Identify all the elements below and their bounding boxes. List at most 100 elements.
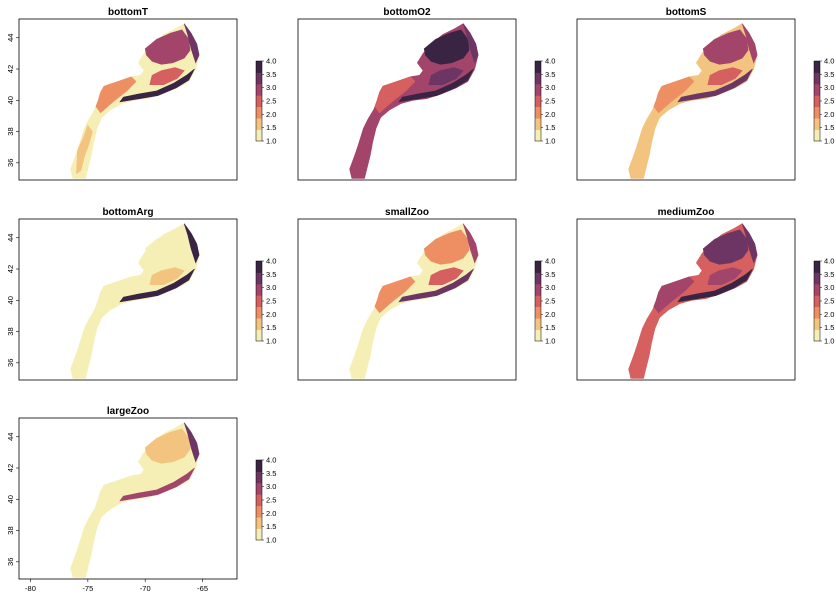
slope-region (119, 467, 195, 502)
legend-tick-label: 3.5 (824, 270, 834, 279)
legend-colorbar: 1.0 1.5 2.0 2.5 3.0 3.5 4.0 (255, 57, 276, 146)
legend-tick-label: 1.0 (266, 536, 276, 545)
legend-swatch (256, 118, 262, 130)
legend-tick-label: 1.0 (545, 137, 555, 146)
georges-bank-region (428, 67, 464, 85)
legend-tick-label: 3.0 (266, 283, 276, 292)
map-panel-1: bottomT 36 38 40 42 44 1.0 1.5 2.0 2.5 3.0 3.5 4.0 (6, 7, 276, 181)
legend-swatch (535, 261, 541, 273)
legend-tick-label: 3.5 (266, 270, 276, 279)
legend-tick-label: 2.5 (824, 297, 834, 306)
legend-tick-label: 4.0 (266, 257, 276, 266)
legend-swatch (256, 517, 262, 529)
southern-shelf-region (76, 324, 93, 375)
x-tick-label: -75 (82, 584, 93, 593)
legend-swatch (814, 106, 820, 119)
legend-swatch (814, 295, 820, 308)
legend-tick-label: 3.0 (824, 83, 834, 92)
legend-swatch (256, 95, 262, 108)
legend-tick-label: 3.5 (545, 270, 555, 279)
legend-tick-label: 1.5 (266, 522, 276, 531)
legend-tick-label: 3.0 (545, 83, 555, 92)
map-panel-6: mediumZoo 1.0 1.5 2.0 2.5 3.0 3.5 4.0 (576, 207, 834, 381)
legend-swatch (814, 83, 820, 96)
legend-swatch (814, 95, 820, 108)
y-tick-label: 36 (6, 359, 15, 367)
legend-swatch (256, 283, 262, 296)
georges-bank-region (149, 267, 185, 286)
legend-colorbar: 1.0 1.5 2.0 2.5 3.0 3.5 4.0 (255, 456, 276, 545)
y-tick-label: 42 (6, 464, 15, 472)
southern-shelf-region (355, 324, 372, 375)
panel-frame (297, 18, 517, 181)
legend-tick-label: 1.5 (266, 123, 276, 132)
gulf-of-maine-region (702, 229, 749, 265)
y-tick-label: 42 (6, 65, 15, 73)
slope-region (119, 268, 195, 303)
legend-colorbar: 1.0 1.5 2.0 2.5 3.0 3.5 4.0 (255, 257, 276, 346)
map-panel-5: smallZoo 1.0 1.5 2.0 2.5 3.0 3.5 4.0 (297, 207, 555, 381)
legend-tick-label: 1.5 (545, 323, 555, 332)
legend-swatch (814, 283, 820, 296)
southern-shelf-region (634, 324, 651, 375)
legend-swatch (535, 272, 541, 285)
legend-tick-label: 2.0 (266, 310, 276, 319)
panel-frame (297, 218, 517, 381)
legend-tick-label: 3.5 (824, 70, 834, 79)
legend-tick-label: 3.5 (266, 70, 276, 79)
legend-tick-label: 3.0 (545, 283, 555, 292)
legend-swatch (256, 318, 262, 330)
legend-swatch (256, 129, 262, 142)
legend-swatch (535, 118, 541, 130)
gulf-of-maine-region (144, 229, 191, 265)
scotian-shelf-region (462, 23, 479, 64)
legend-colorbar: 1.0 1.5 2.0 2.5 3.0 3.5 4.0 (534, 257, 555, 346)
legend-tick-label: 2.0 (545, 110, 555, 119)
y-tick-label: 40 (6, 296, 15, 304)
legend-swatch (535, 329, 541, 342)
y-tick-label: 40 (6, 96, 15, 104)
legend-swatch (256, 460, 262, 472)
legend-tick-label: 1.5 (545, 123, 555, 132)
legend-tick-label: 2.5 (266, 297, 276, 306)
y-tick-label: 36 (6, 159, 15, 167)
legend-tick-label: 1.0 (266, 337, 276, 346)
legend-swatch (256, 505, 262, 518)
scotian-shelf-region (462, 223, 479, 264)
legend-swatch (256, 306, 262, 319)
legend-swatch (535, 72, 541, 85)
legend-swatch (814, 72, 820, 85)
legend-tick-label: 3.0 (824, 283, 834, 292)
nearshore-region (653, 76, 695, 114)
map-panel-2: bottomO2 1.0 1.5 2.0 2.5 3.0 3.5 4.0 (297, 7, 555, 181)
x-tick-label: -65 (197, 584, 208, 593)
nearshore-region (95, 76, 137, 114)
legend-swatch (535, 106, 541, 119)
gulf-of-maine-region (144, 428, 191, 464)
legend-tick-label: 4.0 (824, 57, 834, 66)
legend-colorbar: 1.0 1.5 2.0 2.5 3.0 3.5 4.0 (534, 57, 555, 146)
legend-tick-label: 4.0 (545, 57, 555, 66)
legend-tick-label: 3.0 (266, 482, 276, 491)
panel-frame (18, 417, 238, 580)
legend-swatch (814, 318, 820, 330)
legend-tick-label: 2.5 (266, 496, 276, 505)
map-panel-3: bottomS 1.0 1.5 2.0 2.5 3.0 3.5 4.0 (576, 7, 834, 181)
legend-swatch (535, 283, 541, 296)
y-tick-label: 36 (6, 558, 15, 566)
georges-bank-region (707, 267, 743, 286)
scotian-shelf-region (741, 23, 758, 64)
y-tick-label: 44 (6, 234, 15, 242)
legend-swatch (256, 261, 262, 273)
slope-region (677, 268, 753, 303)
map-panel-4: bottomArg 36 38 40 42 44 1.0 1.5 2.0 2.5 3.0 3.5 4.0 (6, 207, 276, 381)
legend-swatch (814, 61, 820, 73)
legend-tick-label: 1.0 (824, 337, 834, 346)
legend-swatch (256, 272, 262, 285)
legend-tick-label: 1.5 (266, 323, 276, 332)
panel-title: smallZoo (385, 207, 429, 218)
legend-tick-label: 2.0 (545, 310, 555, 319)
map-panel-7: largeZoo 36 38 40 42 44 -80 -75 -70 -65 1.0 1.5 2.0 2… (6, 406, 276, 593)
legend-swatch (535, 295, 541, 308)
